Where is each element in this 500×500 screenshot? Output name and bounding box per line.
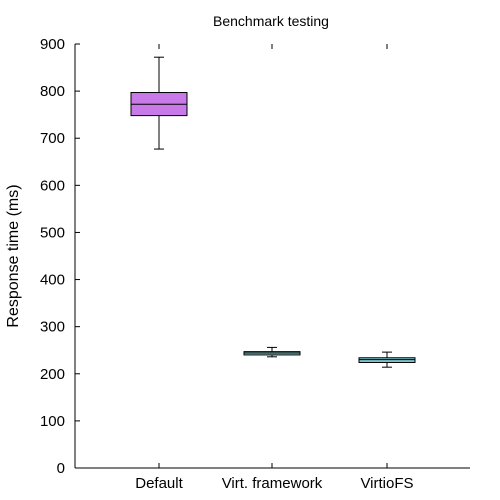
y-tick-label: 800: [40, 83, 65, 100]
y-tick-label: 0: [57, 460, 65, 477]
x-axis-ticks: Default Virt. framework VirtioFS: [135, 44, 414, 492]
x-tick-label: Virt. framework: [222, 475, 323, 492]
y-tick-label: 700: [40, 130, 65, 147]
y-tick-label: 200: [40, 366, 65, 383]
y-axis-ticks: 0 100 200 300 400 500 600 700 800 900: [40, 36, 80, 477]
x-tick-label: VirtioFS: [360, 475, 413, 492]
chart-title: Benchmark testing: [213, 13, 329, 29]
y-tick-label: 600: [40, 177, 65, 194]
x-tick-label: Default: [135, 475, 183, 492]
y-tick-label: 500: [40, 224, 65, 241]
box-plot-virt-framework: [243, 346, 301, 358]
y-tick-label: 300: [40, 319, 65, 336]
y-tick-label: 100: [40, 413, 65, 430]
y-axis-title: Response time (ms): [5, 184, 22, 327]
y-tick-label: 900: [40, 36, 65, 53]
box-plot-virtiofs: [358, 351, 416, 368]
box-plot-default: [130, 56, 188, 150]
box-plots: [130, 56, 416, 368]
y-tick-label: 400: [40, 272, 65, 289]
